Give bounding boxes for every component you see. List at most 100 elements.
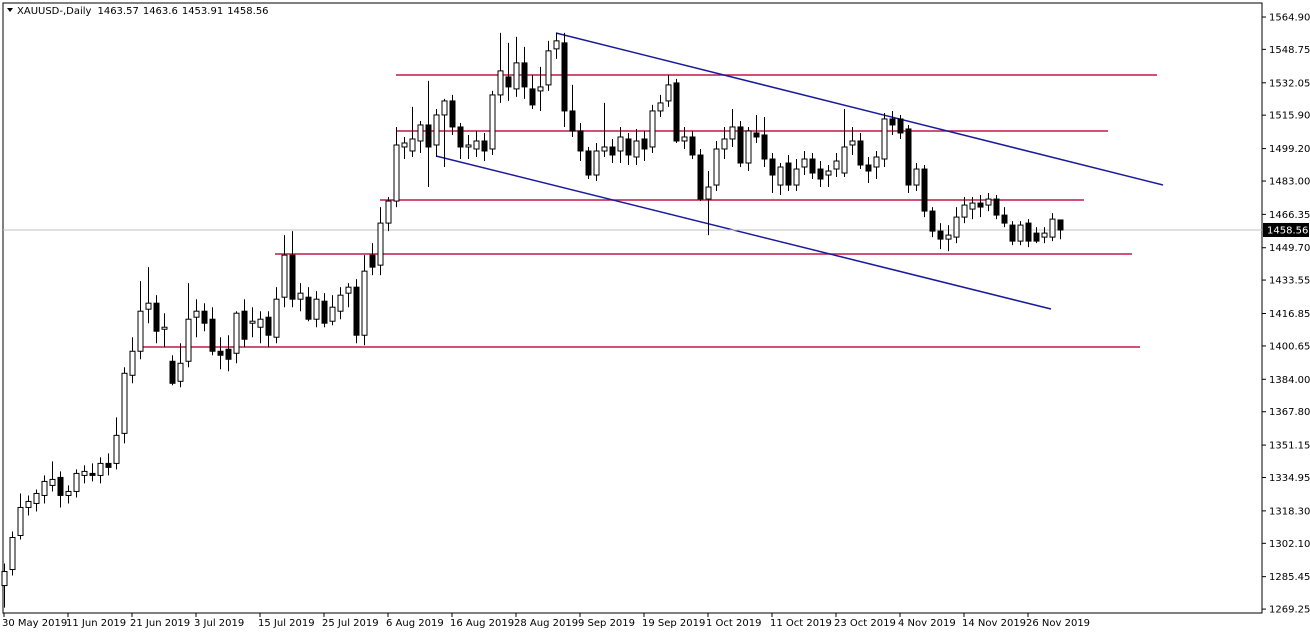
candle-body bbox=[961, 204, 968, 218]
y-tick-label: 1483.00 bbox=[1269, 177, 1310, 188]
candle-body bbox=[809, 158, 816, 174]
candle-body bbox=[513, 62, 520, 90]
trend-line bbox=[435, 155, 1052, 310]
y-tick-label: 1285.45 bbox=[1269, 572, 1310, 583]
x-tick-label: 23 Oct 2019 bbox=[834, 618, 896, 629]
candle-body bbox=[449, 100, 456, 128]
candle-body bbox=[377, 222, 384, 266]
candle-body bbox=[769, 158, 776, 176]
candle-body bbox=[553, 40, 560, 50]
title-value: 1463.6 bbox=[143, 6, 178, 17]
candle-body bbox=[865, 164, 872, 172]
x-tick-label: 15 Jul 2019 bbox=[258, 618, 315, 629]
candle-body bbox=[785, 162, 792, 186]
candle-body bbox=[81, 470, 88, 476]
x-tick-label: 16 Aug 2019 bbox=[450, 618, 514, 629]
candle-body bbox=[281, 254, 288, 298]
candle-body bbox=[369, 254, 376, 268]
candle-body bbox=[1033, 232, 1040, 242]
candle-body bbox=[425, 124, 432, 148]
candle-body bbox=[889, 118, 896, 126]
candle-body bbox=[713, 148, 720, 186]
candle-body bbox=[329, 306, 336, 322]
candle-body bbox=[977, 202, 984, 208]
candle-body bbox=[185, 318, 192, 362]
candle-body bbox=[497, 70, 504, 96]
candle-body bbox=[641, 138, 648, 150]
candle-body bbox=[753, 132, 760, 138]
candle-body bbox=[1001, 214, 1008, 224]
candle-body bbox=[729, 126, 736, 140]
candle-body bbox=[473, 140, 480, 150]
candle-body bbox=[825, 170, 832, 176]
candle-body bbox=[257, 318, 264, 328]
candle-body bbox=[529, 88, 536, 106]
candle-body bbox=[721, 138, 728, 150]
candle-body bbox=[97, 462, 104, 476]
x-tick-label: 3 Jul 2019 bbox=[194, 618, 244, 629]
y-tick-label: 1515.90 bbox=[1269, 111, 1310, 122]
candle-body bbox=[433, 114, 440, 146]
menu-arrow bbox=[7, 8, 13, 12]
candle-body bbox=[321, 300, 328, 324]
candle-body bbox=[273, 298, 280, 338]
candle-body bbox=[625, 138, 632, 156]
candle-body bbox=[249, 320, 256, 324]
candle-body bbox=[849, 140, 856, 146]
x-tick-label: 26 Nov 2019 bbox=[1026, 618, 1090, 629]
candle-body bbox=[481, 140, 488, 152]
candle-body bbox=[137, 310, 144, 352]
y-tick-label: 1400.65 bbox=[1269, 341, 1310, 352]
y-tick-label: 1334.95 bbox=[1269, 473, 1310, 484]
candle-body bbox=[505, 76, 512, 88]
plot-frame bbox=[2, 2, 1263, 614]
candle-body bbox=[633, 140, 640, 158]
current-price-label: 1458.56 bbox=[1267, 225, 1308, 236]
candle-body bbox=[241, 310, 248, 340]
candle-body bbox=[409, 138, 416, 152]
candle-body bbox=[457, 126, 464, 148]
candle-body bbox=[545, 50, 552, 86]
x-tick-label: 30 May 2019 bbox=[2, 618, 67, 629]
candle-body bbox=[577, 130, 584, 152]
candle-body bbox=[841, 146, 848, 174]
candle-body bbox=[521, 62, 528, 88]
candle-body bbox=[113, 434, 120, 464]
candle-body bbox=[561, 42, 568, 112]
candle-body bbox=[217, 350, 224, 356]
candle-body bbox=[393, 144, 400, 202]
candle-body bbox=[737, 126, 744, 164]
title-value: 1463.57 bbox=[97, 6, 138, 17]
candle-body bbox=[1049, 218, 1056, 238]
x-tick-label: 9 Sep 2019 bbox=[578, 618, 635, 629]
candle-body bbox=[169, 360, 176, 384]
x-tick-label: 28 Aug 2019 bbox=[514, 618, 578, 629]
candle-body bbox=[297, 292, 304, 300]
candle-body bbox=[705, 186, 712, 200]
candle-body bbox=[777, 166, 784, 186]
candle-body bbox=[337, 294, 344, 312]
candle-body bbox=[609, 146, 616, 156]
candle-body bbox=[177, 362, 184, 382]
y-tick-label: 1384.00 bbox=[1269, 375, 1310, 386]
y-tick-label: 1351.15 bbox=[1269, 441, 1310, 452]
candle-body bbox=[201, 310, 208, 324]
y-tick-label: 1433.55 bbox=[1269, 276, 1310, 287]
candle-body bbox=[345, 286, 352, 294]
candle-body bbox=[697, 154, 704, 200]
x-tick-label: 19 Sep 2019 bbox=[642, 618, 705, 629]
y-tick-label: 1466.35 bbox=[1269, 210, 1310, 221]
y-tick-label: 1499.20 bbox=[1269, 144, 1310, 155]
candle-body bbox=[913, 168, 920, 186]
title-value: 1458.56 bbox=[227, 6, 268, 17]
candle-body bbox=[105, 462, 112, 468]
candle-body bbox=[921, 168, 928, 212]
candle-body bbox=[417, 124, 424, 142]
candle-body bbox=[313, 298, 320, 320]
candle-body bbox=[873, 156, 880, 168]
candle-body bbox=[665, 84, 672, 102]
trend-line bbox=[555, 32, 1164, 186]
candle-body bbox=[361, 270, 368, 336]
